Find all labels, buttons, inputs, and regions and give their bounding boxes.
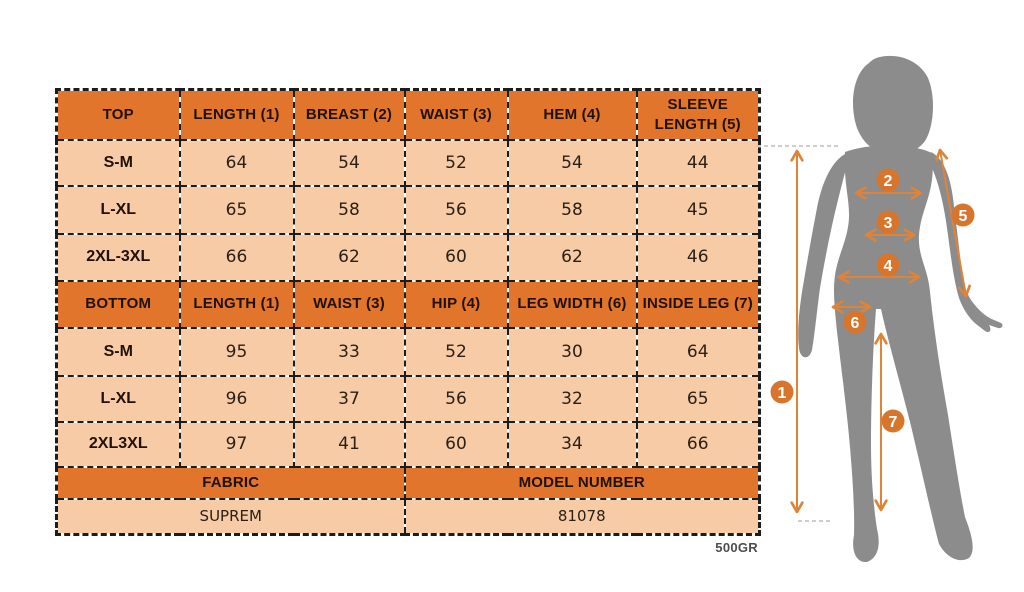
marker-number: 5 <box>959 208 968 225</box>
bottom-header-cell: BOTTOM <box>55 279 181 329</box>
marker-circle <box>876 253 900 277</box>
value-cell: 62 <box>506 232 638 282</box>
bottom-header-cell: WAIST (3) <box>292 279 406 329</box>
value-cell: 37 <box>292 374 406 423</box>
value-cell: 95 <box>178 326 295 377</box>
model-number-value-cell: 81078 <box>403 497 761 536</box>
fabric-value-cell: SUPREM <box>55 497 406 536</box>
marker-number: 6 <box>851 315 860 332</box>
silhouette-body <box>834 145 973 563</box>
value-cell: 65 <box>635 374 761 423</box>
measurement-figure: 1 2 3 4 5 6 7 <box>757 55 1003 563</box>
table-row: S-M 95 33 52 30 64 <box>55 326 761 377</box>
footer-label-row: FABRIC MODEL NUMBER <box>55 465 761 500</box>
value-cell: 64 <box>178 138 295 187</box>
top-header-row: TOP LENGTH (1) BREAST (2) WAIST (3) HEM … <box>55 88 761 141</box>
value-cell: 56 <box>403 374 509 423</box>
marker-number: 3 <box>884 215 893 232</box>
marker-circle <box>951 203 975 227</box>
marker-circle <box>876 168 900 192</box>
value-cell: 30 <box>506 326 638 377</box>
value-cell: 58 <box>292 184 406 235</box>
value-cell: 56 <box>403 184 509 235</box>
value-cell: 52 <box>403 326 509 377</box>
footer-value-row: SUPREM 81078 <box>55 497 761 536</box>
value-cell: 45 <box>635 184 761 235</box>
value-cell: 34 <box>506 420 638 468</box>
table-row: 2XL-3XL 66 62 60 62 46 <box>55 232 761 282</box>
value-cell: 54 <box>506 138 638 187</box>
top-header-cell: WAIST (3) <box>403 88 509 141</box>
measure-marker-3: 3 <box>876 210 900 234</box>
table-row: S-M 64 54 52 54 44 <box>55 138 761 187</box>
top-header-cell: TOP <box>55 88 181 141</box>
value-cell: 44 <box>635 138 761 187</box>
bottom-header-cell: LENGTH (1) <box>178 279 295 329</box>
value-cell: 52 <box>403 138 509 187</box>
value-cell: 54 <box>292 138 406 187</box>
silhouette-right-arm <box>931 152 1003 333</box>
measure-marker-2: 2 <box>876 168 900 192</box>
marker-circle <box>770 380 794 404</box>
female-silhouette <box>798 55 1003 563</box>
table-row: L-XL 96 37 56 32 65 <box>55 374 761 423</box>
measure-marker-4: 4 <box>876 253 900 277</box>
size-label-cell: L-XL <box>55 184 181 235</box>
value-cell: 41 <box>292 420 406 468</box>
top-header-cell: SLEEVE LENGTH (5) <box>635 88 761 141</box>
size-label-cell: 2XL3XL <box>55 420 181 468</box>
measure-arrow-5 <box>935 148 971 298</box>
bottom-header-row: BOTTOM LENGTH (1) WAIST (3) HIP (4) LEG … <box>55 279 761 329</box>
model-number-label-cell: MODEL NUMBER <box>403 465 761 500</box>
value-cell: 96 <box>178 374 295 423</box>
size-label-cell: S-M <box>55 138 181 187</box>
value-cell: 62 <box>292 232 406 282</box>
bottom-header-cell: INSIDE LEG (7) <box>635 279 761 329</box>
size-label-cell: L-XL <box>55 374 181 423</box>
silhouette-left-arm <box>798 153 849 358</box>
marker-number: 4 <box>884 258 893 275</box>
marker-circle <box>876 210 900 234</box>
value-cell: 33 <box>292 326 406 377</box>
value-cell: 60 <box>403 232 509 282</box>
value-cell: 60 <box>403 420 509 468</box>
value-cell: 32 <box>506 374 638 423</box>
marker-circle <box>881 409 905 433</box>
size-label-cell: S-M <box>55 326 181 377</box>
marker-circle <box>843 310 867 334</box>
value-cell: 58 <box>506 184 638 235</box>
top-header-cell: BREAST (2) <box>292 88 406 141</box>
value-cell: 65 <box>178 184 295 235</box>
fabric-label-cell: FABRIC <box>55 465 406 500</box>
measure-marker-7: 7 <box>881 409 905 433</box>
measure-marker-1: 1 <box>770 380 794 404</box>
top-header-cell: LENGTH (1) <box>178 88 295 141</box>
measure-marker-5: 5 <box>951 203 975 227</box>
table-row: 2XL3XL 97 41 60 34 66 <box>55 420 761 468</box>
measure-marker-6: 6 <box>843 310 867 334</box>
value-cell: 66 <box>635 420 761 468</box>
value-cell: 97 <box>178 420 295 468</box>
weight-note: 500GR <box>715 540 758 555</box>
bottom-header-cell: HIP (4) <box>403 279 509 329</box>
top-header-cell: HEM (4) <box>506 88 638 141</box>
value-cell: 46 <box>635 232 761 282</box>
size-label-cell: 2XL-3XL <box>55 232 181 282</box>
size-chart-table: TOP LENGTH (1) BREAST (2) WAIST (3) HEM … <box>55 88 761 536</box>
marker-number: 2 <box>884 173 893 190</box>
bottom-header-cell: LEG WIDTH (6) <box>506 279 638 329</box>
table-row: L-XL 65 58 56 58 45 <box>55 184 761 235</box>
value-cell: 64 <box>635 326 761 377</box>
value-cell: 66 <box>178 232 295 282</box>
marker-number: 1 <box>778 385 787 402</box>
silhouette-head <box>853 55 934 155</box>
marker-number: 7 <box>889 414 898 431</box>
